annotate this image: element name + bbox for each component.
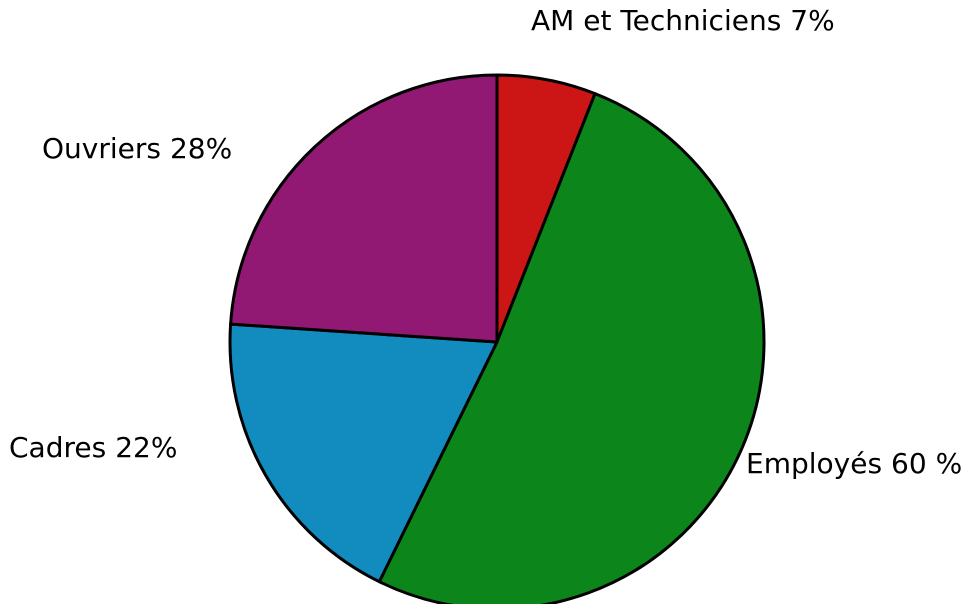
- category-name: Ouvriers: [42, 132, 161, 165]
- pie-slice: [229, 73, 499, 344]
- value-label: 7%: [790, 4, 834, 37]
- labels: AM et Techniciens 7% Employés 60 % Cadres 22%…: [9, 4, 961, 480]
- value-label: 60 %: [891, 447, 961, 480]
- category-name: Cadres: [9, 431, 106, 464]
- value-label: 22%: [115, 431, 177, 464]
- slice-label: Cadres 22%: [9, 431, 177, 464]
- slice-label: Employés 60 %: [746, 447, 961, 480]
- slice-label: AM et Techniciens 7%: [531, 4, 835, 37]
- pie-slice: [377, 92, 766, 604]
- value-label: 28%: [170, 132, 232, 165]
- slice-label: Ouvriers 28%: [42, 132, 232, 165]
- pie-slice: [228, 322, 499, 584]
- category-name: AM et Techniciens: [531, 4, 781, 37]
- pie: [228, 73, 766, 604]
- category-name: Employés: [746, 447, 882, 480]
